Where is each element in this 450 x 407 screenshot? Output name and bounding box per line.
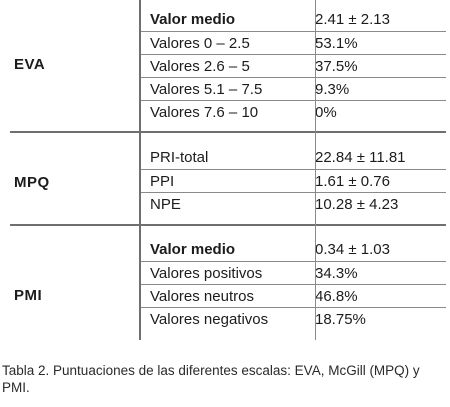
row-value: 10.28 ± 4.23 [315, 196, 399, 213]
table-row: NPE 10.28 ± 4.23 [140, 193, 446, 216]
row-label: Valores neutros [150, 288, 254, 305]
row-value: 1.61 ± 0.76 [315, 173, 390, 190]
table-row: PRI-total 22.84 ± 11.81 [140, 146, 446, 169]
table-row: Valores 2.6 – 5 37.5% [140, 55, 446, 78]
table-row: Valor medio 2.41 ± 2.13 [140, 8, 446, 31]
row-value: 9.3% [315, 81, 350, 98]
row-divider [140, 100, 446, 101]
column-divider-right [315, 0, 316, 340]
row-divider [140, 284, 446, 285]
row-label: Valor medio [150, 241, 236, 258]
row-divider [140, 307, 446, 308]
row-value: 34.3% [315, 265, 358, 282]
table-row: Valores negativos 18.75% [140, 308, 446, 331]
row-label: Valores 7.6 – 10 [150, 104, 259, 121]
table-row: Valores positivos 34.3% [140, 262, 446, 285]
table-row: Valores 0 – 2.5 53.1% [140, 32, 446, 55]
section-label-eva: EVA [14, 56, 46, 73]
section-label-pmi: PMI [14, 287, 43, 304]
row-divider [140, 192, 446, 193]
row-value: 18.75% [315, 311, 366, 328]
row-label: PPI [150, 173, 175, 190]
row-value: 2.41 ± 2.13 [315, 11, 390, 28]
row-value: 0.34 ± 1.03 [315, 241, 390, 258]
row-label: Valores positivos [150, 265, 263, 282]
row-label: Valores negativos [150, 311, 269, 328]
column-divider-left [139, 0, 141, 340]
row-value: 37.5% [315, 58, 358, 75]
row-divider [140, 77, 446, 78]
row-value: 46.8% [315, 288, 358, 305]
row-label: Valores 0 – 2.5 [150, 35, 250, 52]
table-row: Valores 7.6 – 10 0% [140, 101, 446, 124]
row-value: 22.84 ± 11.81 [315, 149, 406, 166]
table-row: Valor medio 0.34 ± 1.03 [140, 238, 446, 261]
row-label: Valor medio [150, 11, 236, 28]
table-caption: Tabla 2. Puntuaciones de las diferentes … [2, 363, 420, 395]
row-divider [140, 54, 446, 55]
row-label: Valores 5.1 – 7.5 [150, 81, 263, 98]
row-divider [140, 31, 446, 32]
row-label: NPE [150, 196, 181, 213]
section-divider [10, 131, 446, 133]
row-value: 53.1% [315, 35, 358, 52]
row-divider [140, 261, 446, 262]
section-label-mpq: MPQ [14, 174, 50, 191]
table-row: Valores neutros 46.8% [140, 285, 446, 308]
table-row: PPI 1.61 ± 0.76 [140, 170, 446, 193]
row-divider [140, 169, 446, 170]
row-label: Valores 2.6 – 5 [150, 58, 250, 75]
row-value: 0% [315, 104, 337, 121]
table-row: Valores 5.1 – 7.5 9.3% [140, 78, 446, 101]
row-label: PRI-total [150, 149, 209, 166]
section-divider [10, 224, 446, 226]
